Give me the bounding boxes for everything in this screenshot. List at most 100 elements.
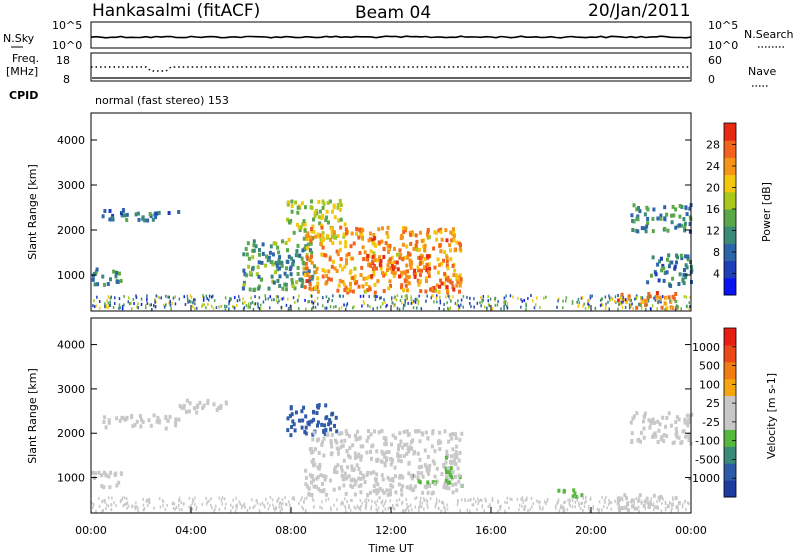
- power-cell: [318, 221, 322, 226]
- velocity-cell: [430, 491, 434, 496]
- power-cell: [405, 288, 409, 293]
- velocity-ground-cell: [401, 500, 404, 504]
- power-ground-cell: [685, 295, 687, 299]
- velocity-ground-cell: [526, 496, 528, 500]
- velocity-ground-cell: [379, 496, 381, 500]
- velocity-cell: [454, 482, 458, 487]
- power-cell: [371, 241, 375, 246]
- power-cell: [674, 292, 678, 296]
- velocity-cell: [156, 415, 160, 420]
- velocity-ground-cell: [511, 498, 513, 501]
- power-cell: [322, 253, 326, 257]
- velocity-cell: [354, 437, 358, 442]
- power-cell: [405, 263, 409, 268]
- power-cell: [286, 248, 289, 253]
- power-ground-cell: [539, 306, 541, 309]
- velocity-ground-cell: [135, 507, 137, 511]
- power-cell: [344, 240, 348, 245]
- power-cell: [678, 223, 681, 228]
- velocity-ground-cell: [142, 503, 145, 507]
- velocity-ground-cell: [664, 502, 667, 505]
- power-cell: [247, 264, 251, 269]
- power-cell: [376, 258, 379, 263]
- velocity-ground-cell: [376, 509, 379, 513]
- power-ground-cell: [391, 301, 394, 305]
- power-ground-cell: [621, 305, 624, 309]
- velocity-ground-cell: [126, 501, 129, 505]
- velocity-ground-cell: [579, 507, 582, 511]
- velocity-cell: [334, 415, 338, 420]
- power-cell: [413, 268, 417, 273]
- power-cell: [684, 205, 688, 210]
- power-ground-cell: [385, 305, 387, 309]
- power-ground-cell: [533, 306, 536, 310]
- power-cell: [636, 217, 640, 222]
- power-cell: [434, 288, 437, 293]
- velocity-colorbar-tick-label: -100: [695, 435, 720, 448]
- power-cell: [428, 266, 431, 271]
- velocity-cell: [390, 442, 393, 447]
- power-cell: [382, 246, 386, 251]
- power-cell: [619, 301, 623, 306]
- power-cell: [338, 199, 342, 203]
- power-ground-cell: [486, 306, 488, 310]
- velocity-ground-cell: [543, 500, 546, 504]
- velocity-cell: [460, 431, 464, 436]
- velocity-ground-cell: [98, 505, 101, 508]
- velocity-ground-cell: [580, 501, 582, 505]
- velocity-ground-cell: [601, 508, 603, 512]
- velocity-cell: [135, 419, 139, 424]
- velocity-cell: [304, 414, 308, 419]
- power-ground-cell: [487, 299, 489, 303]
- power-cell: [655, 291, 659, 295]
- velocity-cell: [397, 458, 401, 463]
- velocity-cell: [323, 477, 327, 482]
- velocity-cell: [315, 438, 319, 443]
- power-ground-cell: [362, 294, 365, 298]
- power-ground-cell: [186, 294, 189, 298]
- velocity-cell: [343, 438, 347, 443]
- velocity-ground-cell: [555, 506, 557, 510]
- power-ground-cell: [310, 294, 312, 297]
- velocity-cell: [433, 461, 436, 466]
- velocity-cell: [100, 473, 104, 478]
- velocity-ground-cell: [123, 503, 126, 507]
- velocity-ground-cell: [137, 509, 139, 513]
- velocity-cell: [329, 439, 333, 443]
- power-cell: [308, 258, 312, 263]
- power-ground-cell: [399, 299, 402, 302]
- velocity-cell: [217, 405, 221, 410]
- power-ground-cell: [599, 304, 602, 307]
- power-ground-cell: [257, 305, 259, 309]
- power-ground-cell: [383, 298, 385, 302]
- power-cell: [402, 288, 405, 293]
- velocity-ground-cell: [520, 497, 522, 501]
- velocity-ground-cell: [456, 499, 459, 502]
- power-ground-cell: [169, 302, 171, 306]
- power-ground-cell: [307, 300, 309, 304]
- velocity-ground-cell: [104, 500, 106, 504]
- power-ground-cell: [476, 301, 479, 305]
- power-ground-cell: [414, 300, 417, 304]
- power-ground-cell: [154, 300, 156, 304]
- velocity-ground-cell: [344, 497, 346, 501]
- velocity-cell: [402, 443, 406, 447]
- velocity-ground-cell: [289, 508, 292, 512]
- velocity-cell: [633, 506, 637, 511]
- power-cell: [331, 259, 335, 264]
- velocity-cell: [351, 477, 355, 482]
- velocity-ground-cell: [195, 506, 198, 509]
- power-ground-cell: [657, 300, 659, 304]
- velocity-cell: [367, 429, 370, 433]
- power-ground-cell: [137, 302, 139, 306]
- power-cell: [655, 294, 659, 299]
- power-ground-cell: [654, 295, 656, 299]
- power-ground-cell: [523, 298, 525, 302]
- power-cell: [317, 215, 321, 220]
- power-cell: [372, 272, 376, 277]
- power-cell: [260, 260, 264, 265]
- velocity-cell: [335, 429, 339, 434]
- velocity-ground-cell: [147, 500, 150, 504]
- velocity-cell: [357, 476, 361, 481]
- velocity-ground-cell: [279, 501, 281, 505]
